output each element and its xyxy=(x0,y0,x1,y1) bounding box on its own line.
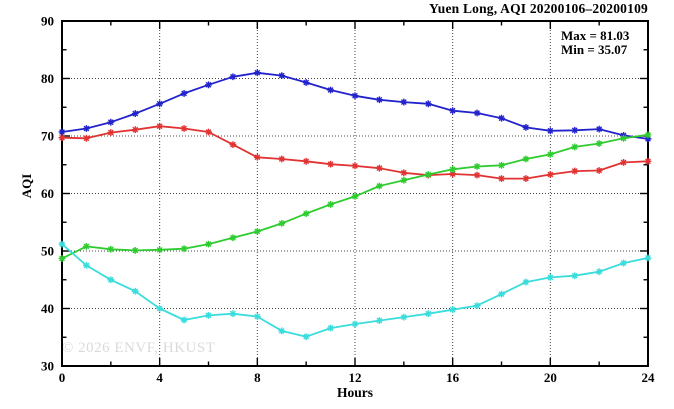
x-tick-label: 4 xyxy=(156,370,163,385)
x-tick-label: 24 xyxy=(642,370,656,385)
y-tick-label: 70 xyxy=(41,129,54,144)
series-markers-red xyxy=(58,122,652,182)
x-tick-label: 0 xyxy=(59,370,66,385)
x-tick-label: 16 xyxy=(446,370,460,385)
x-tick-label: 20 xyxy=(544,370,557,385)
x-tick-label: 12 xyxy=(349,370,362,385)
x-tick-label: 8 xyxy=(254,370,261,385)
y-tick-label: 90 xyxy=(41,14,54,29)
chart-title: Yuen Long, AQI 20200106–20200109 xyxy=(429,1,648,16)
y-tick-label: 60 xyxy=(41,186,54,201)
series-line-red xyxy=(61,125,649,180)
series-markers-cyan xyxy=(58,240,652,341)
watermark: © 2026 ENVF, HKUST xyxy=(62,340,216,356)
y-tick-label: 50 xyxy=(41,244,54,259)
legend-min-label: Min = 35.07 xyxy=(561,42,628,57)
y-tick-label: 40 xyxy=(41,301,54,316)
y-tick-label: 80 xyxy=(41,71,54,86)
series-markers-blue xyxy=(58,69,652,143)
y-tick-label: 30 xyxy=(41,359,54,374)
x-axis-label: Hours xyxy=(336,385,373,400)
series-markers-green xyxy=(58,131,652,262)
legend-max-label: Max = 81.03 xyxy=(561,28,630,43)
